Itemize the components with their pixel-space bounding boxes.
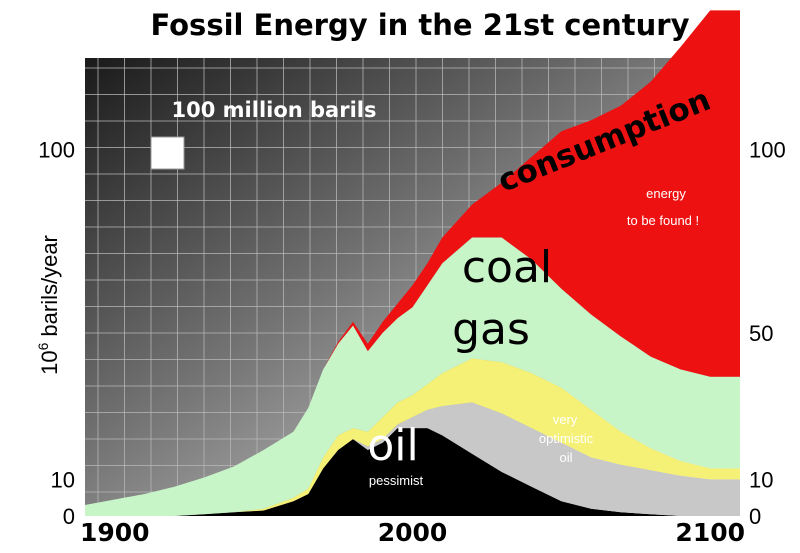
y-axis-label: 106 barils/year [35,235,62,375]
y-tick-right-label: 50 [749,321,773,346]
area-oil [85,428,740,516]
series-label-coal: coal [462,242,552,293]
optimistic-oil-line1: very [553,412,578,427]
oil-pessimist-label: pessimist [369,473,424,488]
stacked-areas [85,10,740,516]
optimistic-oil-line3: oil [559,450,572,465]
y-tick-left-label: 0 [63,504,75,529]
scale-annotation: 100 million barils [150,98,377,170]
series-label-gas: gas [452,304,530,355]
svg-text:106barils/year: 106 barils/year [35,235,62,375]
y-tick-right-label: 100 [749,138,786,163]
x-tick-label: 2000 [378,518,448,547]
chart-title: Fossil Energy in the 21st century [151,8,690,42]
series-label-oil: oil [367,420,418,471]
area-very-optimistic-oil [85,402,740,516]
area-consumption [85,10,740,506]
energy-to-be-found-line2: to be found ! [627,213,699,228]
y-axis-label-exponent: 6 [35,342,51,350]
x-tick-label: 2100 [675,518,745,547]
scale-square [150,136,185,170]
y-tick-left-label: 10 [51,467,75,492]
y-tick-left-label: 100 [38,138,75,163]
y-axis-label-unit: barils/year [37,235,62,336]
y-tick-right-label: 10 [749,467,773,492]
x-ticks: 1900 2000 2100 [80,518,745,547]
y-axis-label-base: 10 [37,350,62,374]
optimistic-oil-line2: optimistic [539,431,594,446]
x-tick-label: 1900 [80,518,150,547]
y-tick-right-label: 0 [749,504,761,529]
area-coal [85,237,740,516]
scale-annotation-label: 100 million barils [172,98,377,122]
area-gas [85,358,740,516]
energy-to-be-found-line1: energy [646,186,686,201]
